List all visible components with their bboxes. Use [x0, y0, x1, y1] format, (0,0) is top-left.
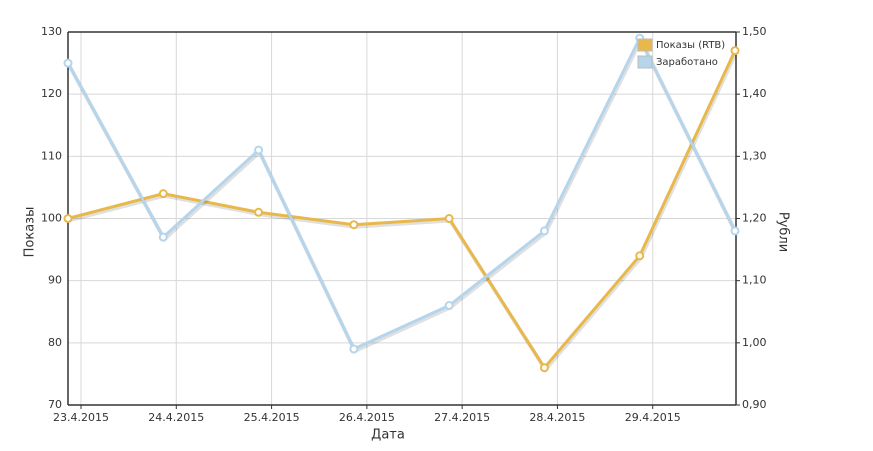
y2-tick-label: 1,40: [742, 87, 767, 100]
point: [349, 220, 359, 230]
y2-tick-label: 0,90: [742, 398, 767, 411]
y2-tick-label: 1,30: [742, 149, 767, 162]
y-tick-label: 90: [48, 274, 62, 287]
point: [158, 189, 168, 199]
point: [444, 214, 454, 223]
y-tick-label: 70: [48, 398, 62, 411]
x-tick-label: 24.4.2015: [148, 411, 204, 424]
point: [635, 251, 645, 261]
y-tick-label: 80: [48, 336, 62, 349]
y2-tick-label: 1,00: [742, 336, 767, 349]
point: [539, 363, 549, 373]
series-shadow: [67, 35, 738, 354]
x-tick-label: 25.4.2015: [244, 411, 300, 424]
legend: Показы (RTB) Заработано: [637, 38, 725, 69]
y2-tick-label: 1,50: [742, 25, 767, 38]
series-line: [67, 50, 737, 371]
x-tick-label: 29.4.2015: [625, 411, 681, 424]
point: [730, 46, 740, 56]
y2-axis-title: Рубли: [776, 212, 791, 252]
point: [254, 145, 264, 155]
point: [63, 58, 73, 68]
legend-swatch: [637, 38, 653, 52]
y-tick-label: 110: [41, 149, 62, 162]
x-tick-label: 23.4.2015: [53, 411, 109, 424]
x-tick-label: 27.4.2015: [434, 411, 490, 424]
point: [539, 226, 549, 236]
legend-label: Заработано: [656, 57, 718, 68]
y2-tick-label: 1,10: [742, 274, 767, 287]
point: [349, 344, 359, 354]
series-line: [66, 34, 737, 352]
y-tick-label: 100: [41, 212, 62, 225]
y2-tick-label: 1,20: [742, 212, 767, 225]
point: [730, 226, 740, 236]
point: [158, 232, 168, 242]
x-tick-label: 28.4.2015: [529, 411, 585, 424]
point: [254, 207, 264, 217]
x-axis-title: Дата: [371, 428, 405, 443]
point: [444, 301, 454, 311]
y-tick-label: 120: [41, 87, 62, 100]
series-shadow: [68, 51, 738, 374]
x-tick-label: 26.4.2015: [339, 411, 395, 424]
legend-swatch: [637, 55, 653, 69]
y-axis-title: Показы: [23, 207, 38, 258]
y-tick-label: 130: [41, 25, 62, 38]
point: [63, 214, 73, 223]
legend-label: Показы (RTB): [656, 40, 725, 51]
